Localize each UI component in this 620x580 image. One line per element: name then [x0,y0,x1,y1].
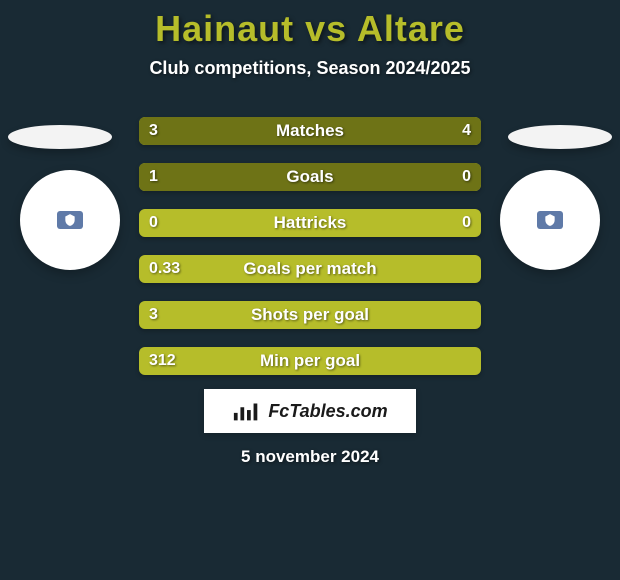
stat-label: Goals [286,167,333,187]
player-right-ellipse [508,125,612,149]
stat-value-right: 0 [462,168,471,186]
stat-bar: 312 Min per goal [139,347,481,375]
comparison-card: Hainaut vs Altare Club competitions, Sea… [0,0,620,580]
stat-value-left: 0 [149,214,158,232]
stat-value-left: 1 [149,168,158,186]
stat-bar: 0.33 Goals per match [139,255,481,283]
page-title: Hainaut vs Altare [155,8,465,50]
stat-label: Goals per match [243,259,376,279]
stat-value-right: 0 [462,214,471,232]
stat-bar: 1 0 Goals [139,163,481,191]
stat-value-left: 3 [149,122,158,140]
stat-value-left: 3 [149,306,158,324]
player-right-avatar [500,170,600,270]
brand-badge: FcTables.com [204,389,416,433]
stat-label: Min per goal [260,351,360,371]
stat-bar: 3 Shots per goal [139,301,481,329]
stat-bar-fill-left [139,163,406,191]
shield-icon [57,211,83,229]
brand-text: FcTables.com [268,401,387,422]
stat-label: Shots per goal [251,305,369,325]
stat-value-right: 4 [462,122,471,140]
chart-icon [232,399,262,423]
stat-value-left: 0.33 [149,260,180,278]
date-text: 5 november 2024 [241,447,379,467]
stat-label: Matches [276,121,344,141]
stat-bar: 0 0 Hattricks [139,209,481,237]
stat-label: Hattricks [274,213,347,233]
player-left-ellipse [8,125,112,149]
stat-value-left: 312 [149,352,176,370]
player-left-avatar [20,170,120,270]
stat-bar-fill-left [139,117,283,145]
stat-bars: 3 4 Matches 1 0 Goals 0 0 Hattricks 0.33 Goals per… [139,117,481,375]
stat-bar: 3 4 Matches [139,117,481,145]
subtitle: Club competitions, Season 2024/2025 [149,58,470,79]
shield-icon [537,211,563,229]
